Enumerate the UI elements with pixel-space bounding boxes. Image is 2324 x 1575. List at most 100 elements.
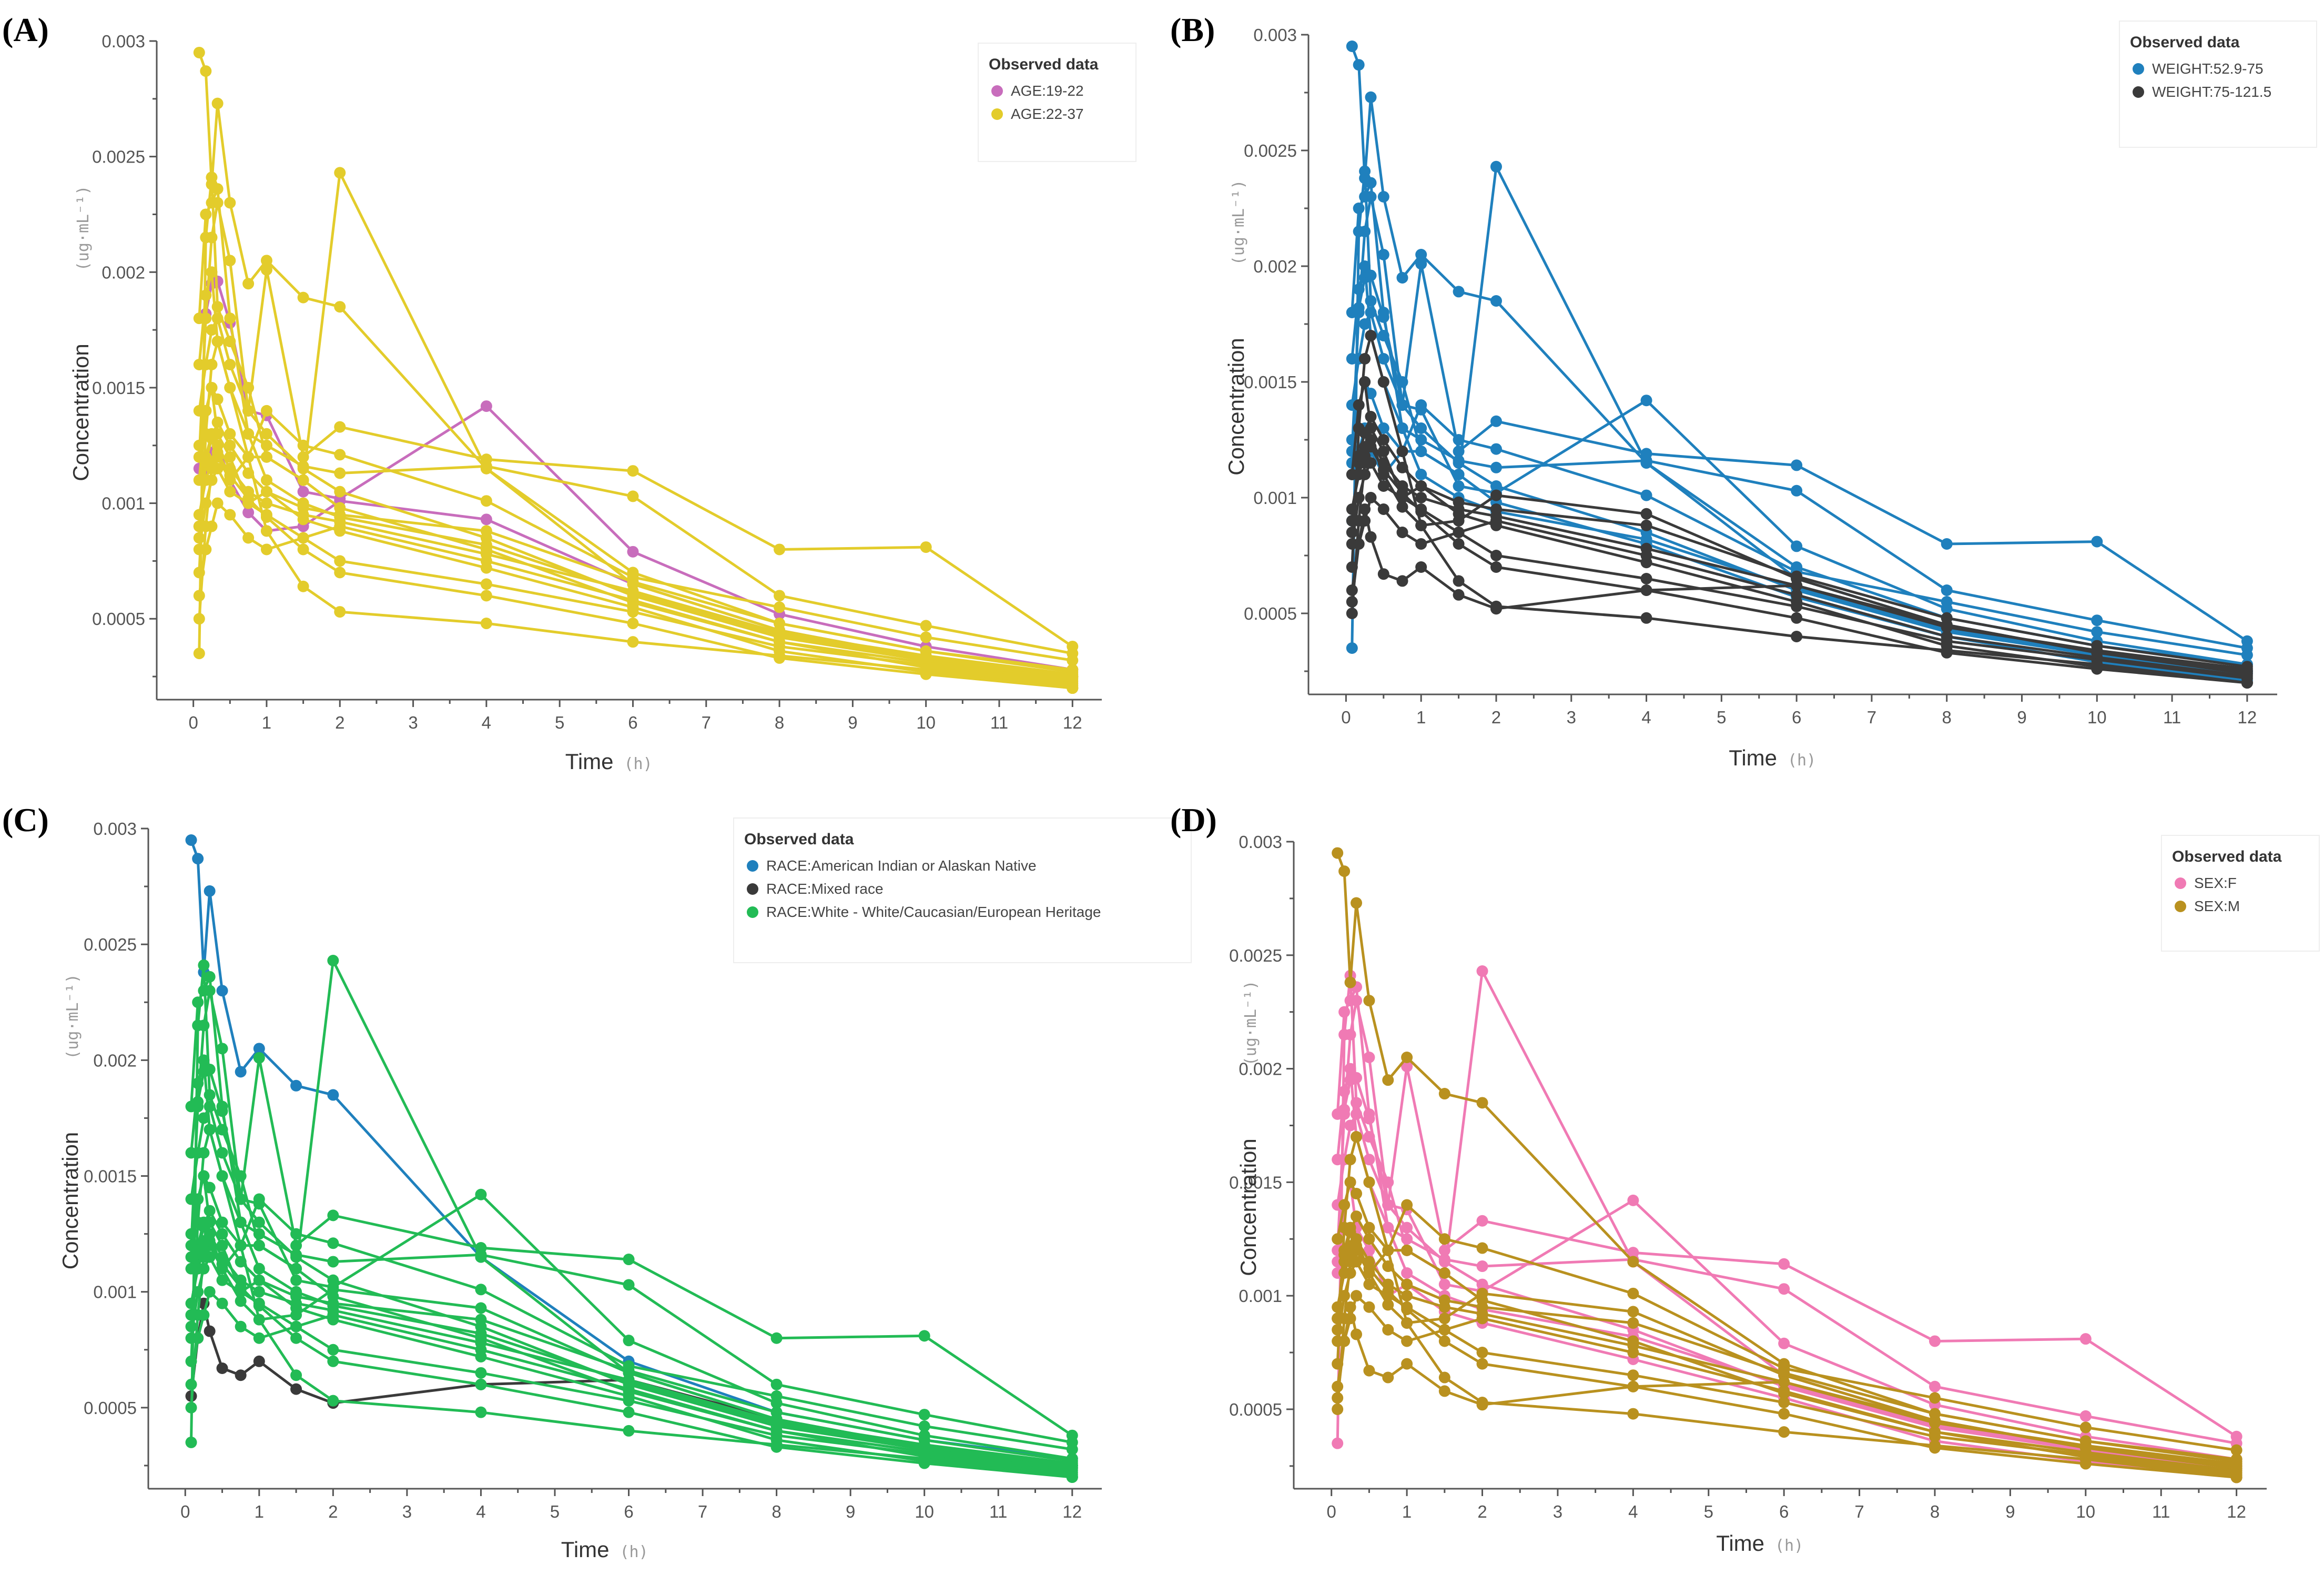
data-point [1344, 1063, 1356, 1075]
series-line [198, 270, 1073, 678]
data-point [297, 532, 309, 544]
data-point [1365, 531, 1377, 543]
data-point [204, 1235, 216, 1247]
data-point [242, 492, 255, 504]
legend-marker [747, 860, 758, 872]
data-point [1640, 584, 1652, 596]
data-point [1415, 519, 1427, 531]
data-point [1941, 596, 1953, 608]
data-point [1438, 1256, 1450, 1268]
data-point [1396, 272, 1408, 284]
data-point [224, 312, 236, 325]
data-point [206, 197, 218, 209]
data-point [1344, 995, 1356, 1007]
x-tick-label: 5 [550, 1502, 560, 1521]
x-tick-label: 6 [624, 1502, 633, 1521]
data-point [1363, 995, 1375, 1007]
data-point [216, 1170, 228, 1182]
data-point [623, 1279, 635, 1291]
data-point [1332, 1108, 1344, 1120]
x-tick-label: 0 [180, 1502, 190, 1521]
data-point [290, 1369, 302, 1381]
data-point [260, 511, 272, 523]
data-point [327, 1274, 339, 1286]
data-point [1438, 1244, 1450, 1256]
data-point [200, 405, 212, 417]
data-point [1791, 570, 1803, 582]
x-axis-title: Time [565, 749, 614, 774]
data-point [1382, 1324, 1394, 1336]
data-point [774, 618, 786, 630]
data-point [242, 507, 255, 519]
data-point [1415, 249, 1427, 260]
data-point [1346, 608, 1358, 619]
x-axis-title: Time [1716, 1531, 1764, 1556]
data-point [1365, 411, 1377, 422]
data-point [1396, 399, 1408, 411]
data-point [260, 451, 272, 463]
data-point [1365, 492, 1377, 503]
legend-marker [991, 108, 1003, 120]
series-1 [193, 46, 1079, 694]
data-point [1353, 515, 1365, 527]
data-point [193, 613, 205, 625]
data-point [1476, 1278, 1488, 1290]
data-point [198, 1221, 210, 1233]
data-point [224, 486, 236, 498]
data-point [198, 959, 210, 971]
x-tick-label: 0 [1341, 708, 1351, 727]
legend-item-label: AGE:22-37 [1011, 106, 1084, 122]
data-point [2091, 626, 2103, 638]
data-point [1332, 1301, 1344, 1313]
data-point [192, 1263, 204, 1275]
data-point [627, 490, 639, 502]
data-point [297, 502, 309, 514]
data-point [1640, 489, 1652, 501]
legend-marker [2175, 877, 2186, 889]
data-point [224, 197, 236, 209]
data-point [192, 853, 204, 865]
legend-marker [991, 85, 1003, 97]
data-point [2079, 1421, 2092, 1433]
data-point [770, 1418, 783, 1430]
data-point [200, 208, 212, 220]
series-line [190, 1175, 1073, 1479]
data-point [327, 955, 339, 966]
data-point [211, 301, 224, 313]
data-point [327, 1089, 339, 1101]
data-point [185, 1436, 197, 1448]
data-point [1453, 446, 1465, 457]
x-tick-label: 1 [1416, 708, 1426, 727]
data-point [1353, 302, 1365, 314]
data-point [290, 1239, 302, 1251]
data-point [216, 1105, 228, 1117]
data-point [1365, 307, 1377, 318]
x-tick-label: 10 [2076, 1502, 2095, 1521]
data-point [204, 1325, 216, 1337]
x-tick-label: 5 [1717, 708, 1726, 727]
y-axis-unit: (ug·mL⁻¹) [64, 974, 82, 1059]
x-tick-label: 7 [698, 1502, 707, 1521]
legend-item-label: RACE:White - White/Caucasian/European He… [766, 904, 1101, 920]
data-point [1453, 434, 1465, 446]
data-point [1438, 1278, 1450, 1290]
data-point [260, 405, 272, 417]
data-point [198, 1019, 210, 1032]
data-point [216, 1147, 228, 1159]
data-point [224, 381, 236, 393]
data-point [1640, 542, 1652, 554]
data-point [1066, 1455, 1078, 1467]
data-point [1401, 1061, 1413, 1073]
y-tick-label: 0.003 [93, 819, 137, 839]
data-point [242, 405, 255, 417]
data-point [1363, 1365, 1375, 1377]
data-point [480, 618, 492, 630]
data-point [200, 543, 212, 556]
data-point [290, 1383, 302, 1395]
data-point [1401, 1358, 1413, 1370]
legend-item-label: RACE:Mixed race [766, 881, 884, 897]
x-tick-label: 12 [2238, 708, 2257, 727]
y-tick-label: 0.0025 [92, 147, 145, 167]
data-point [242, 428, 255, 440]
data-point [1351, 1328, 1363, 1340]
